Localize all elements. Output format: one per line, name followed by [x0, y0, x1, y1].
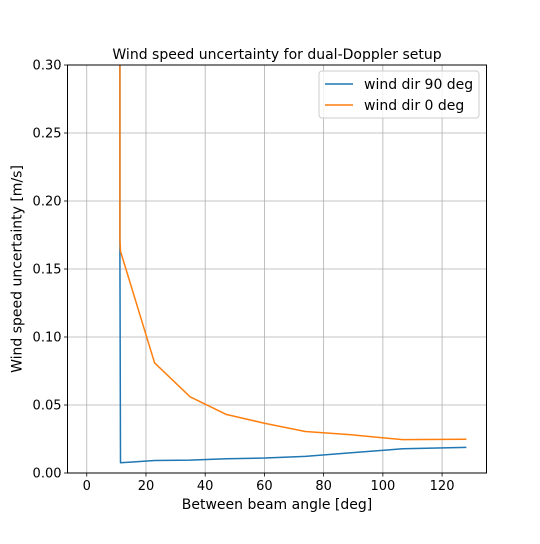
x-tick-label: 80: [315, 479, 332, 494]
x-tick-label: 0: [83, 479, 91, 494]
y-axis-label: Wind speed uncertainty [m/s]: [10, 165, 26, 373]
y-tick-label: 0.20: [33, 195, 62, 210]
x-tick-label: 40: [197, 479, 214, 494]
series-line-wind-dir-0-deg: [119, 65, 467, 441]
x-axis-ticks: 0 20 40 60 80 100 120: [83, 473, 455, 494]
y-tick-label: 0.25: [33, 127, 62, 142]
series-line-wind-dir-90-deg: [119, 65, 467, 464]
y-tick-label: 0.05: [33, 399, 62, 414]
x-tick-label: 20: [138, 479, 155, 494]
y-axis-ticks: 0.00 0.05 0.10 0.15 0.20 0.25 0.30: [33, 59, 68, 482]
legend-box: [318, 70, 480, 119]
legend: wind dir 90 deg wind dir 0 deg: [318, 70, 480, 119]
x-axis-label: Between beam angle [deg]: [182, 497, 372, 513]
legend-label-wind-dir-90: wind dir 90 deg: [364, 77, 473, 93]
legend-label-wind-dir-0: wind dir 0 deg: [364, 98, 464, 114]
x-tick-label: 120: [430, 479, 455, 494]
y-tick-label: 0.15: [33, 263, 62, 278]
chart-title: Wind speed uncertainty for dual-Doppler …: [112, 47, 441, 63]
y-tick-label: 0.30: [33, 59, 62, 74]
x-tick-label: 60: [256, 479, 273, 494]
grid: [67, 64, 487, 474]
series-lines: [119, 65, 467, 464]
x-tick-label: 100: [370, 479, 395, 494]
y-tick-label: 0.10: [33, 331, 62, 346]
y-tick-label: 0.00: [33, 467, 62, 482]
